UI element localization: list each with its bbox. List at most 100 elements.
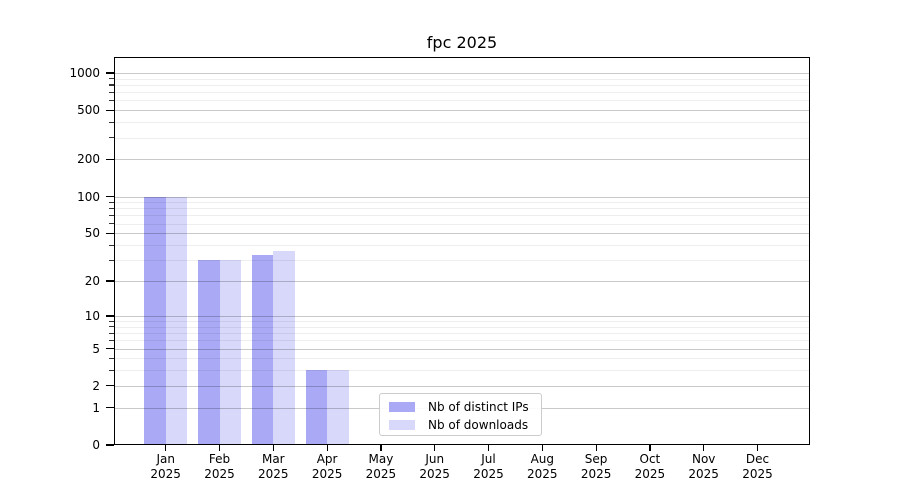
- x-tick-jul: [487, 445, 490, 451]
- y-tick-1000: [106, 72, 114, 74]
- gridline-major-500: [114, 110, 810, 112]
- gridline-minor-600: [114, 100, 810, 102]
- gridline-minor-90: [114, 202, 810, 204]
- y-tick-label-200: 200: [77, 152, 100, 167]
- x-tick-jan: [165, 445, 167, 451]
- x-tick-label-jun: Jun 2025: [419, 452, 450, 481]
- plot-area: [114, 57, 810, 445]
- y-minor-tick-80: [109, 207, 114, 210]
- gridline-major-5: [114, 348, 810, 350]
- y-minor-tick-800: [109, 84, 114, 86]
- chart-title: fpc 2025: [426, 33, 498, 52]
- y-tick-10: [106, 315, 114, 317]
- x-tick-dec: [756, 445, 759, 451]
- y-tick-label-100: 100: [77, 189, 100, 204]
- y-tick-100: [106, 195, 114, 198]
- gridlines-layer: [114, 57, 810, 445]
- gridline-major-50: [114, 233, 810, 235]
- y-tick-0: [106, 444, 114, 446]
- x-tick-oct: [649, 445, 651, 451]
- y-tick-label-50: 50: [84, 226, 100, 241]
- y-tick-label-500: 500: [77, 103, 100, 118]
- x-tick-label-jan: Jan 2025: [150, 452, 181, 481]
- y-minor-tick-9: [109, 320, 114, 322]
- gridline-minor-80: [114, 208, 810, 210]
- gridline-minor-7: [114, 333, 810, 334]
- x-tick-aug: [541, 445, 543, 451]
- gridline-minor-400: [114, 122, 810, 124]
- y-minor-tick-70: [109, 214, 114, 217]
- bar-jan-downloads: [165, 196, 188, 445]
- y-minor-tick-600: [109, 99, 114, 102]
- bar-feb-distinct-ips: [198, 260, 220, 445]
- gridline-minor-9: [114, 321, 810, 322]
- y-minor-tick-3: [109, 369, 114, 372]
- gridline-minor-30: [114, 260, 810, 262]
- gridline-major-1000: [114, 72, 810, 74]
- gridline-minor-900: [114, 78, 810, 80]
- y-minor-tick-7: [109, 332, 114, 334]
- gridline-minor-60: [114, 223, 810, 225]
- gridline-minor-6: [114, 340, 810, 342]
- y-tick-label-1: 1: [92, 400, 100, 415]
- gridline-major-100: [114, 196, 810, 198]
- bar-jan-distinct-ips: [144, 196, 166, 445]
- x-tick-mar: [272, 445, 274, 451]
- gridline-minor-3: [114, 370, 810, 372]
- y-tick-label-20: 20: [84, 274, 100, 288]
- y-tick-1: [106, 407, 114, 409]
- x-tick-label-nov: Nov 2025: [688, 452, 719, 481]
- gridline-minor-300: [114, 137, 810, 139]
- x-tick-label-feb: Feb 2025: [204, 452, 235, 481]
- x-tick-label-sep: Sep 2025: [580, 452, 612, 481]
- gridline-minor-800: [114, 84, 810, 86]
- y-tick-50: [106, 232, 114, 234]
- gridline-minor-40: [114, 245, 810, 246]
- legend-label-distinct-ips: Nb of distinct IPs: [428, 399, 529, 414]
- bar-feb-downloads: [219, 260, 241, 445]
- bar-apr-downloads: [327, 370, 349, 445]
- x-tick-apr: [326, 445, 328, 451]
- y-minor-tick-400: [109, 121, 114, 123]
- x-tick-label-dec: Dec 2025: [742, 452, 773, 481]
- x-tick-jun: [434, 445, 436, 451]
- y-tick-500: [106, 109, 114, 111]
- bar-mar-downloads: [273, 250, 295, 445]
- y-minor-tick-300: [109, 137, 114, 139]
- x-tick-nov: [703, 445, 705, 451]
- x-tick-label-mar: Mar 2025: [258, 452, 289, 481]
- bars-layer: [114, 57, 810, 445]
- x-tick-label-apr: Apr 2025: [311, 452, 343, 481]
- y-tick-200: [106, 158, 114, 161]
- x-tick-may: [380, 445, 382, 451]
- y-tick-20: [106, 280, 114, 282]
- gridline-minor-8: [114, 326, 810, 328]
- legend-item-downloads: Nb of downloads: [389, 416, 541, 433]
- gridline-major-10: [114, 315, 810, 317]
- y-minor-tick-90: [109, 201, 114, 203]
- x-tick-label-jul: Jul 2025: [473, 452, 504, 481]
- x-tick-label-aug: Aug 2025: [527, 452, 558, 481]
- y-minor-tick-700: [109, 91, 114, 93]
- legend-swatch-downloads: [389, 419, 415, 430]
- x-tick-sep: [595, 445, 597, 451]
- y-minor-tick-60: [109, 223, 114, 225]
- y-minor-tick-4: [109, 357, 114, 360]
- bar-mar-distinct-ips: [251, 255, 274, 445]
- legend-item-distinct-ips: Nb of distinct IPs: [389, 398, 541, 415]
- x-tick-label-oct: Oct 2025: [634, 452, 666, 481]
- y-minor-tick-8: [109, 326, 114, 328]
- legend-swatch-distinct-ips: [389, 401, 415, 412]
- legend-label-downloads: Nb of downloads: [428, 417, 529, 432]
- y-tick-label-1000: 1000: [69, 65, 100, 80]
- y-tick-label-2: 2: [92, 378, 100, 393]
- legend: Nb of distinct IPs Nb of downloads: [379, 393, 542, 436]
- y-minor-tick-6: [109, 339, 114, 341]
- y-minor-tick-30: [109, 259, 114, 261]
- gridline-major-2: [114, 385, 810, 387]
- y-minor-tick-900: [109, 78, 114, 80]
- y-tick-label-5: 5: [92, 341, 100, 356]
- gridline-minor-700: [114, 92, 810, 94]
- y-tick-label-0: 0: [92, 438, 100, 452]
